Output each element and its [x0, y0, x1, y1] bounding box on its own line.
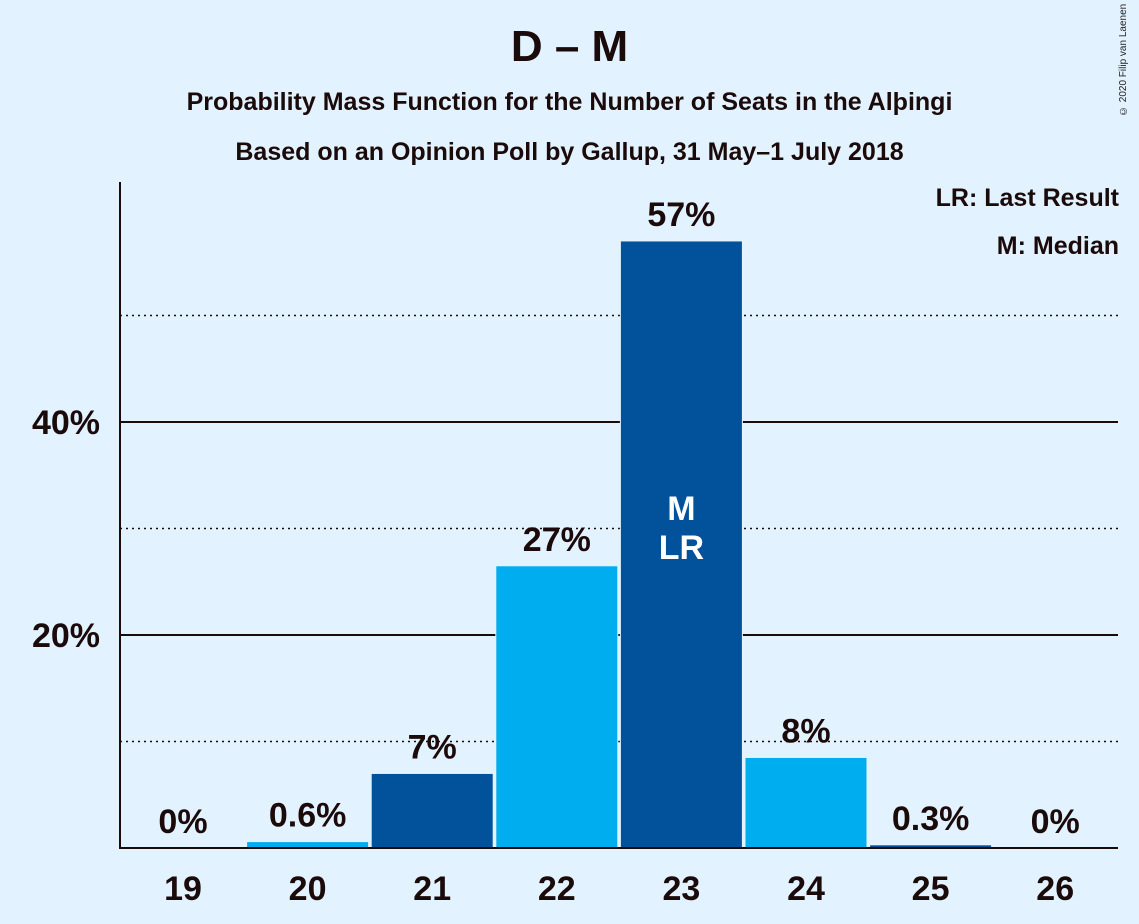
x-tick-label: 24	[787, 870, 825, 908]
bar-annotation: M	[667, 490, 695, 528]
x-tick-label: 21	[413, 870, 451, 908]
x-tick-label: 20	[289, 870, 327, 908]
bar-seats-22	[495, 565, 619, 849]
data-label: 0%	[158, 803, 207, 841]
y-tick-label: 20%	[32, 617, 100, 655]
chart-subtitle: Probability Mass Function for the Number…	[186, 88, 953, 116]
legend-median: M: Median	[996, 232, 1119, 260]
data-label: 0.6%	[269, 797, 347, 835]
data-label: 8%	[781, 712, 830, 750]
x-tick-label: 23	[662, 870, 700, 908]
y-tick-label: 40%	[32, 404, 100, 442]
data-label: 7%	[408, 728, 457, 766]
bar-seats-24	[744, 756, 868, 849]
data-label: 0%	[1031, 803, 1080, 841]
x-tick-label: 26	[1036, 870, 1074, 908]
bar-seats-21	[370, 772, 494, 849]
bar-annotation: LR	[659, 529, 704, 567]
data-label: 0.3%	[892, 800, 970, 838]
x-tick-label: 19	[164, 870, 202, 908]
chart-source: Based on an Opinion Poll by Gallup, 31 M…	[235, 138, 904, 166]
legend-last-result: LR: Last Result	[935, 184, 1119, 212]
x-tick-label: 22	[538, 870, 576, 908]
chart-title: D – M	[510, 22, 629, 71]
data-label: 27%	[523, 521, 591, 559]
bar-seats-23	[619, 240, 743, 849]
x-tick-label: 25	[912, 870, 950, 908]
data-label: 57%	[647, 196, 715, 234]
